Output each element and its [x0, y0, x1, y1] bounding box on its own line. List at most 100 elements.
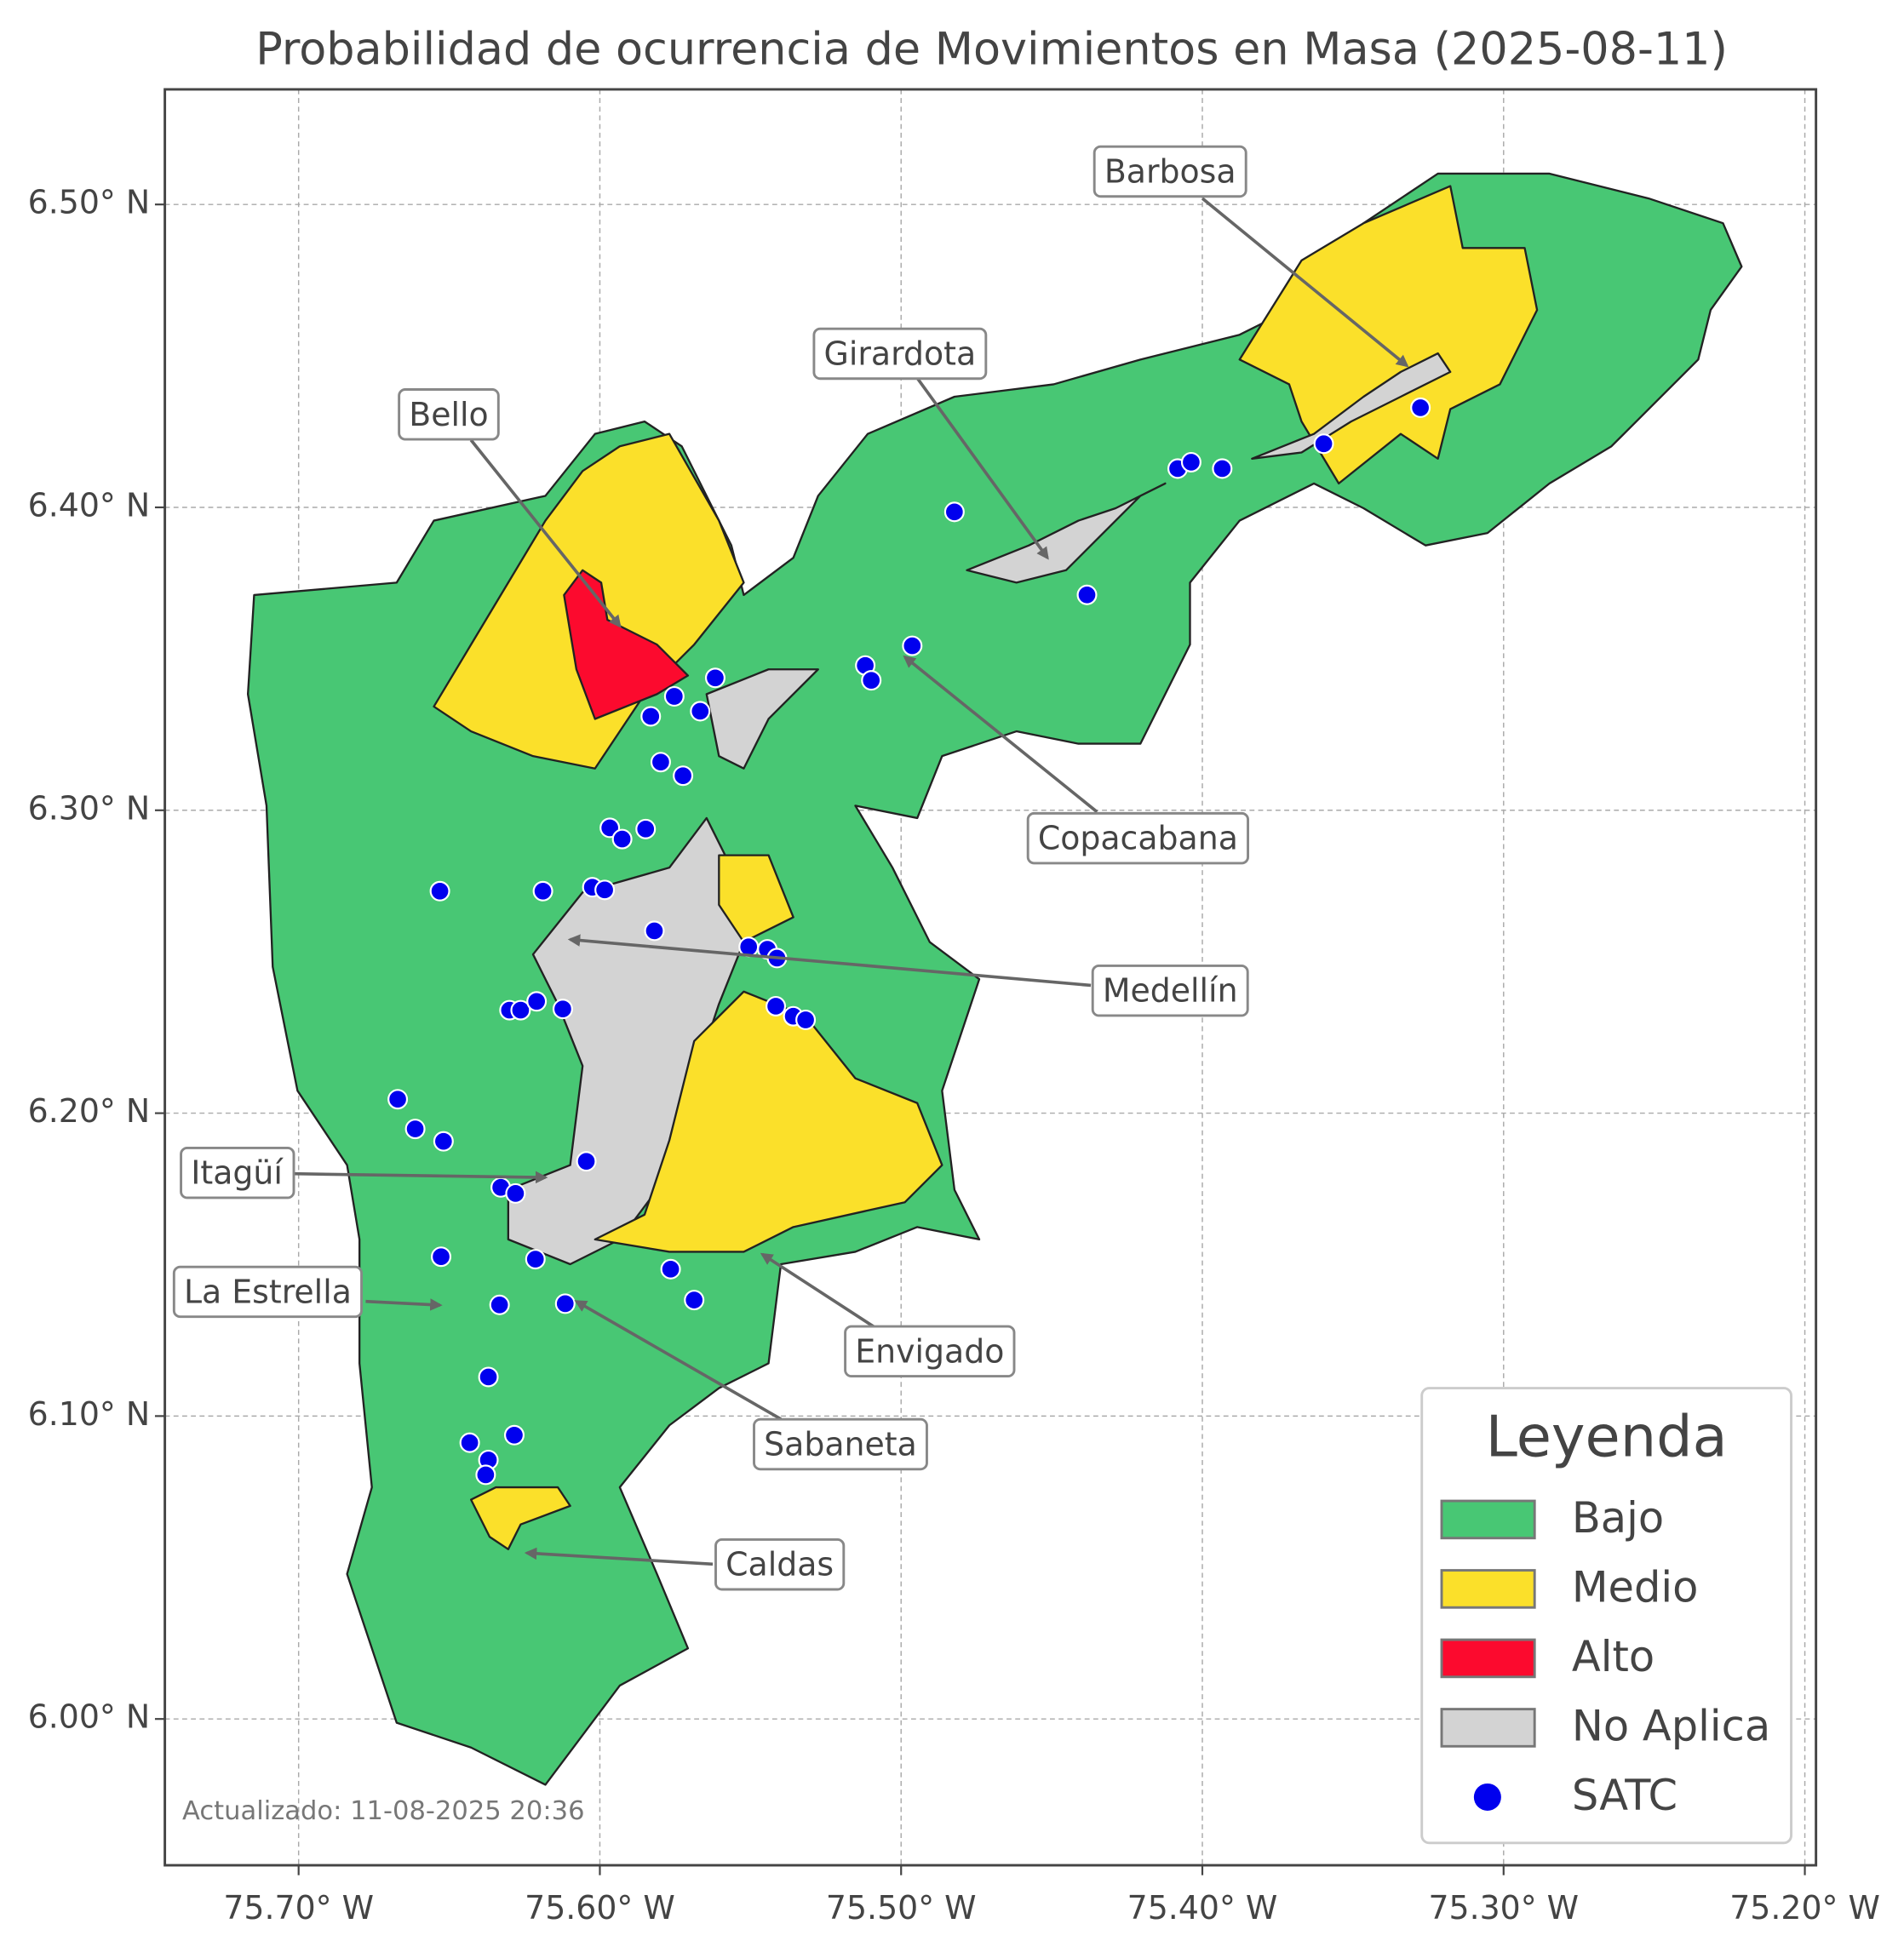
- annotation-arrow: [293, 1171, 548, 1184]
- annotation-box: [714, 1537, 846, 1591]
- satc-point: [644, 920, 665, 942]
- region-medio: [718, 854, 794, 943]
- satc-point: [795, 1009, 817, 1031]
- y-tick-label: 6.10° N: [28, 1395, 150, 1433]
- satc-point: [532, 880, 553, 902]
- annotation-arrow: [365, 1298, 443, 1311]
- annotation-arrow: [574, 1300, 783, 1421]
- x-tick-label: 75.20° W: [1729, 1889, 1880, 1927]
- satc-point: [861, 670, 882, 691]
- annotation-box: [172, 1265, 363, 1319]
- y-tick-label: 6.50° N: [28, 184, 150, 221]
- satc-point: [505, 1182, 526, 1204]
- satc-point: [552, 999, 573, 1020]
- satc-point: [902, 635, 923, 656]
- legend-label: Alto: [1572, 1632, 1655, 1681]
- annotation-box: [1026, 811, 1250, 865]
- satc-point: [478, 1366, 499, 1388]
- x-tick-label: 75.30° W: [1428, 1889, 1579, 1927]
- legend-title: Leyenda: [1486, 1403, 1728, 1469]
- satc-point: [510, 999, 531, 1021]
- satc-point: [526, 991, 548, 1012]
- legend-label: No Aplica: [1572, 1701, 1770, 1750]
- annotation-label: Envigado: [855, 1332, 1004, 1370]
- legend-label: SATC: [1572, 1771, 1677, 1820]
- legend: Leyenda Bajo Medio Alto No Aplica SATC: [1420, 1387, 1792, 1845]
- annotation-arrow: [1201, 197, 1409, 368]
- region-alto: [563, 569, 690, 720]
- satc-point: [1313, 433, 1334, 455]
- legend-label: Bajo: [1572, 1493, 1664, 1543]
- annotation-box: [844, 1325, 1016, 1378]
- satc-point: [673, 765, 694, 787]
- y-tick-label: 6.40° N: [28, 486, 150, 524]
- satc-point: [611, 828, 633, 850]
- annotation-arrow: [760, 1252, 884, 1334]
- y-tick-label: 6.30° N: [28, 789, 150, 827]
- satc-point: [1076, 584, 1098, 605]
- plot-frame: [163, 88, 1818, 1867]
- region-medio: [594, 990, 943, 1253]
- legend-swatch: [1440, 1638, 1536, 1679]
- annotation-label: Barbosa: [1104, 152, 1236, 190]
- satc-point: [704, 667, 725, 689]
- region-no-aplica: [705, 668, 819, 770]
- annotation-arrow: [567, 934, 1092, 988]
- satc-point: [576, 1151, 597, 1172]
- legend-marker: [1473, 1783, 1501, 1811]
- annotation-box: [1093, 145, 1247, 198]
- satc-point: [433, 1131, 454, 1152]
- satc-point: [690, 701, 711, 722]
- x-tick-label: 75.40° W: [1127, 1889, 1278, 1927]
- x-tick-label: 75.50° W: [826, 1889, 977, 1927]
- annotation-box: [180, 1146, 295, 1200]
- annotation-label: Sabaneta: [764, 1426, 917, 1463]
- annotation-label: Medellín: [1103, 972, 1238, 1010]
- map-title: Probabilidad de ocurrencia de Movimiento…: [255, 23, 1728, 75]
- satc-point: [429, 880, 450, 902]
- satc-point: [663, 685, 685, 707]
- satc-points: [387, 397, 1431, 1486]
- annotation-box: [1091, 964, 1249, 1017]
- satc-point: [503, 1424, 525, 1446]
- satc-point: [766, 995, 787, 1016]
- annotation-arrow: [903, 655, 1098, 814]
- annotation-box: [753, 1417, 928, 1471]
- satc-point: [387, 1089, 409, 1110]
- legend-swatch: [1440, 1499, 1536, 1540]
- satc-point: [1410, 397, 1431, 418]
- satc-point: [525, 1249, 546, 1270]
- satc-point: [475, 1464, 496, 1486]
- annotation-arrow: [524, 1547, 714, 1566]
- regions: [246, 172, 1743, 1786]
- annotation-label: La Estrella: [184, 1273, 352, 1310]
- annotation-label: Itagüí: [191, 1154, 284, 1192]
- annotation-label: Girardota: [824, 335, 977, 372]
- annotation-label: Copacabana: [1038, 820, 1238, 857]
- satc-point: [684, 1290, 705, 1311]
- annotation-arrow: [469, 438, 622, 628]
- satc-point: [943, 501, 965, 523]
- satc-point: [554, 1293, 576, 1314]
- annotation-arrow: [915, 377, 1049, 560]
- x-tick-label: 75.60° W: [525, 1889, 675, 1927]
- y-tick-label: 6.00° N: [28, 1698, 150, 1736]
- satc-point: [431, 1246, 452, 1268]
- legend-swatch: [1440, 1708, 1536, 1748]
- satc-point: [404, 1119, 426, 1140]
- satc-point: [650, 752, 671, 773]
- satc-point: [1180, 451, 1201, 472]
- satc-point: [1212, 458, 1233, 479]
- legend-label: Medio: [1572, 1562, 1699, 1612]
- satc-point: [635, 818, 657, 839]
- satc-point: [459, 1432, 480, 1453]
- satc-point: [640, 706, 662, 727]
- region-no-aplica: [966, 482, 1167, 584]
- legend-swatch: [1440, 1569, 1536, 1609]
- annotation-box: [812, 327, 988, 381]
- satc-point: [489, 1294, 510, 1315]
- footer-note: Actualizado: 11-08-2025 20:36: [182, 1796, 585, 1826]
- region-medio: [470, 1486, 571, 1550]
- annotation-label: Bello: [409, 396, 488, 433]
